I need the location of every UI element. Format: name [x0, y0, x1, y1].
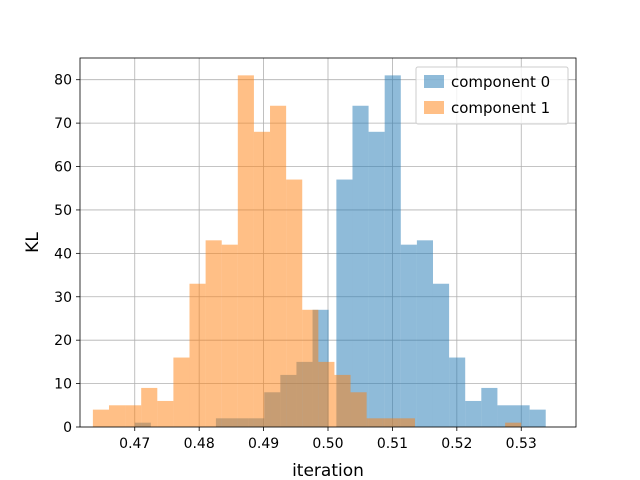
bar-component-1: [157, 400, 174, 427]
y-tick-label: 80: [54, 73, 72, 89]
bar-component-1: [253, 131, 271, 428]
bar-component-1: [173, 357, 190, 427]
bar-component-0: [465, 400, 482, 427]
bar-component-0: [336, 179, 353, 427]
y-tick-label: 70: [54, 116, 72, 132]
y-axis-label: KL: [23, 232, 43, 253]
bar-component-1: [205, 240, 222, 427]
bar-component-0: [368, 131, 385, 428]
legend-swatch-component-0: [424, 75, 444, 88]
legend-label-component-0: component 0: [451, 73, 550, 91]
bar-component-1: [302, 309, 319, 427]
y-tick-label: 40: [54, 246, 72, 262]
bar-component-1: [108, 405, 126, 427]
y-tick-label: 20: [54, 333, 72, 349]
bar-component-1: [141, 387, 158, 427]
bar-component-1: [505, 422, 522, 427]
bar-component-0: [513, 405, 530, 427]
legend-swatch-component-1: [424, 101, 444, 114]
bar-component-1: [221, 244, 238, 427]
bar-component-1: [382, 418, 399, 427]
bar-component-0: [529, 409, 546, 427]
y-tick-label: 10: [54, 377, 72, 393]
bar-component-0: [497, 405, 514, 427]
x-tick-label: 0.47: [119, 436, 150, 452]
x-tick-label: 0.52: [441, 436, 472, 452]
bar-component-1: [334, 374, 351, 427]
bar-component-0: [384, 75, 401, 427]
bar-component-1: [286, 179, 303, 427]
legend: component 0 component 1: [415, 66, 569, 125]
x-axis-label: iteration: [292, 461, 364, 480]
x-tick-label: 0.50: [312, 436, 343, 452]
y-axis: 0 10 20 30 40 50 60 70 80: [54, 73, 80, 436]
x-tick-label: 0.48: [184, 436, 215, 452]
y-tick-label: 60: [54, 160, 72, 176]
y-tick-label: 50: [54, 203, 72, 219]
bar-component-1: [125, 405, 142, 427]
legend-frame: [415, 66, 569, 125]
bar-component-0: [352, 105, 369, 428]
x-tick-label: 0.53: [506, 436, 537, 452]
bar-component-1: [270, 105, 287, 428]
bar-component-0: [416, 240, 433, 427]
legend-label-component-1: component 1: [451, 99, 550, 117]
x-tick-label: 0.49: [248, 436, 279, 452]
x-tick-label: 0.51: [377, 436, 408, 452]
bar-component-1: [237, 75, 254, 427]
bar-component-1: [398, 418, 415, 427]
bar-component-0: [400, 244, 417, 427]
y-tick-label: 30: [54, 290, 72, 306]
x-axis: 0.47 0.48 0.49 0.50 0.51 0.52 0.53: [119, 427, 537, 452]
bars: [92, 75, 546, 428]
bar-component-1: [366, 418, 383, 427]
bar-component-1: [92, 409, 109, 427]
bar-component-1: [350, 392, 367, 427]
bar-component-0: [432, 283, 450, 427]
bar-component-0: [481, 387, 498, 427]
bar-component-1: [189, 283, 206, 427]
bar-component-1: [318, 361, 335, 427]
bar-component-0: [449, 357, 466, 427]
y-tick-label: 0: [63, 420, 72, 436]
